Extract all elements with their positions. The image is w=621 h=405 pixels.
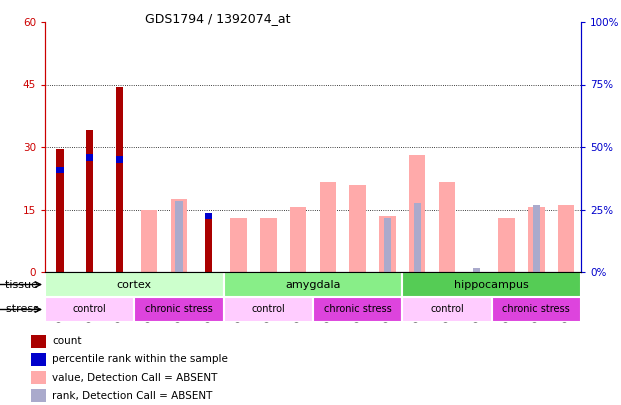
Text: count: count [52,336,82,346]
Text: chronic stress: chronic stress [324,305,392,315]
Bar [290,207,306,272]
Text: rank, Detection Call = ABSENT: rank, Detection Call = ABSENT [52,391,213,401]
Bar [86,154,93,160]
Bar [45,272,224,297]
Bar [313,297,402,322]
Bar [379,216,396,272]
Bar [31,371,46,384]
Bar [409,156,425,272]
Bar [224,272,402,297]
Bar [528,207,545,272]
Text: tissue: tissue [6,279,42,290]
Text: chronic stress: chronic stress [502,305,570,315]
Bar [116,156,123,163]
Text: cortex: cortex [117,279,152,290]
Bar [350,185,366,272]
Bar [205,218,212,272]
Bar [230,218,247,272]
Bar [260,218,276,272]
Bar [116,87,123,272]
Bar [45,297,134,322]
Text: hippocampus: hippocampus [455,279,529,290]
Bar [558,205,574,272]
Bar [224,297,313,322]
Bar [205,213,212,219]
Text: value, Detection Call = ABSENT: value, Detection Call = ABSENT [52,373,218,383]
Bar [31,389,46,403]
Text: chronic stress: chronic stress [145,305,213,315]
Bar [414,203,421,272]
Bar [533,205,540,272]
Bar [171,199,187,272]
Bar [473,268,481,272]
Bar [31,353,46,366]
Bar [499,218,515,272]
Text: stress: stress [6,305,42,315]
Bar [320,182,336,272]
Text: control: control [430,305,464,315]
Bar [384,218,391,272]
Text: GDS1794 / 1392074_at: GDS1794 / 1392074_at [145,12,290,25]
Text: percentile rank within the sample: percentile rank within the sample [52,354,228,364]
Bar [439,182,455,272]
Text: amygdala: amygdala [285,279,341,290]
Bar [141,209,157,272]
Bar [86,130,93,272]
Bar [134,297,224,322]
Bar [31,335,46,348]
Bar [175,201,183,272]
Text: control: control [73,305,107,315]
Bar [57,167,63,173]
Bar [402,297,492,322]
Bar [402,272,581,297]
Bar [57,149,63,272]
Bar [492,297,581,322]
Text: control: control [252,305,285,315]
